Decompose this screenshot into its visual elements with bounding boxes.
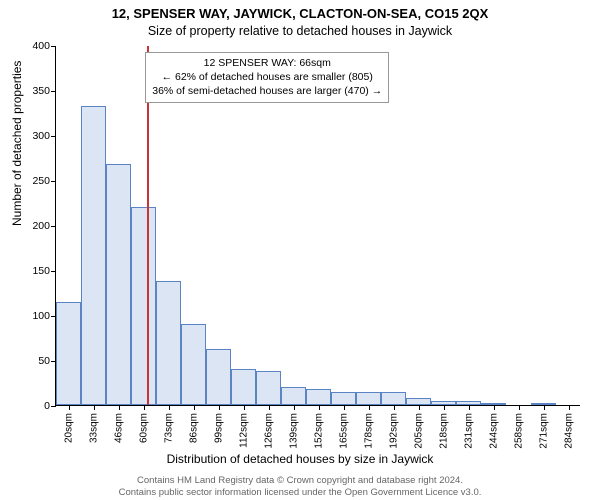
xtick <box>444 405 445 410</box>
xtick <box>369 405 370 410</box>
annotation-line2: ← 62% of detached houses are smaller (80… <box>152 70 382 84</box>
xtick-label: 152sqm <box>313 413 324 449</box>
footer-licence: Contains public sector information licen… <box>0 487 600 498</box>
xtick-label: 178sqm <box>363 413 374 449</box>
histogram-bar <box>306 389 331 405</box>
histogram-bar <box>331 392 356 406</box>
plot-area: 05010015020025030035040020sqm33sqm46sqm6… <box>55 46 580 406</box>
xtick <box>394 405 395 410</box>
xtick <box>69 405 70 410</box>
ytick <box>51 136 56 137</box>
ytick <box>51 226 56 227</box>
xtick-label: 99sqm <box>213 413 224 443</box>
xtick <box>469 405 470 410</box>
histogram-bar <box>181 324 206 405</box>
x-axis-label: Distribution of detached houses by size … <box>0 452 600 466</box>
ytick-label: 200 <box>20 220 50 232</box>
xtick <box>94 405 95 410</box>
histogram-bar <box>406 398 431 405</box>
footer-copyright: Contains HM Land Registry data © Crown c… <box>0 475 600 486</box>
chart-title-line1: 12, SPENSER WAY, JAYWICK, CLACTON-ON-SEA… <box>0 0 600 21</box>
ytick <box>51 91 56 92</box>
annotation-box: 12 SPENSER WAY: 66sqm← 62% of detached h… <box>145 52 389 103</box>
chart-title-line2: Size of property relative to detached ho… <box>0 21 600 42</box>
xtick-label: 112sqm <box>238 413 249 448</box>
histogram-bar <box>56 302 81 406</box>
ytick-label: 250 <box>20 175 50 187</box>
annotation-line3: 36% of semi-detached houses are larger (… <box>152 84 382 98</box>
xtick-label: 258sqm <box>513 413 524 449</box>
plot-wrap: 05010015020025030035040020sqm33sqm46sqm6… <box>55 46 580 406</box>
ytick-label: 150 <box>20 265 50 277</box>
xtick-label: 73sqm <box>163 413 174 443</box>
xtick <box>319 405 320 410</box>
histogram-bar <box>281 387 306 405</box>
xtick <box>294 405 295 410</box>
xtick <box>244 405 245 410</box>
xtick-label: 60sqm <box>138 413 149 443</box>
xtick <box>544 405 545 410</box>
xtick-label: 46sqm <box>113 413 124 443</box>
xtick-label: 244sqm <box>488 413 499 449</box>
xtick-label: 205sqm <box>413 413 424 449</box>
xtick <box>119 405 120 410</box>
ytick <box>51 46 56 47</box>
xtick <box>144 405 145 410</box>
histogram-bar <box>156 281 181 405</box>
ytick-label: 350 <box>20 85 50 97</box>
xtick <box>519 405 520 410</box>
histogram-bar <box>231 369 256 405</box>
ytick-label: 300 <box>20 130 50 142</box>
xtick <box>219 405 220 410</box>
xtick-label: 86sqm <box>188 413 199 443</box>
chart-container: 12, SPENSER WAY, JAYWICK, CLACTON-ON-SEA… <box>0 0 600 500</box>
xtick-label: 218sqm <box>438 413 449 449</box>
histogram-bar <box>81 106 106 405</box>
ytick-label: 100 <box>20 310 50 322</box>
xtick-label: 231sqm <box>463 413 474 449</box>
xtick-label: 33sqm <box>88 413 99 443</box>
histogram-bar <box>356 392 381 406</box>
xtick <box>169 405 170 410</box>
xtick <box>194 405 195 410</box>
ytick-label: 400 <box>20 40 50 52</box>
histogram-bar <box>206 349 231 405</box>
histogram-bar <box>381 392 406 406</box>
histogram-bar <box>106 164 131 405</box>
xtick <box>419 405 420 410</box>
ytick-label: 0 <box>20 400 50 412</box>
xtick-label: 20sqm <box>63 413 74 443</box>
ytick <box>51 271 56 272</box>
xtick-label: 271sqm <box>538 413 549 449</box>
histogram-bar <box>256 371 281 405</box>
xtick-label: 284sqm <box>563 413 574 449</box>
xtick <box>269 405 270 410</box>
ytick-label: 50 <box>20 355 50 367</box>
xtick <box>569 405 570 410</box>
xtick <box>344 405 345 410</box>
histogram-bar <box>131 207 156 405</box>
annotation-line1: 12 SPENSER WAY: 66sqm <box>152 56 382 70</box>
xtick-label: 165sqm <box>338 413 349 449</box>
xtick <box>494 405 495 410</box>
xtick-label: 139sqm <box>288 413 299 449</box>
xtick-label: 126sqm <box>263 413 274 449</box>
ytick <box>51 406 56 407</box>
xtick-label: 192sqm <box>388 413 399 449</box>
ytick <box>51 181 56 182</box>
